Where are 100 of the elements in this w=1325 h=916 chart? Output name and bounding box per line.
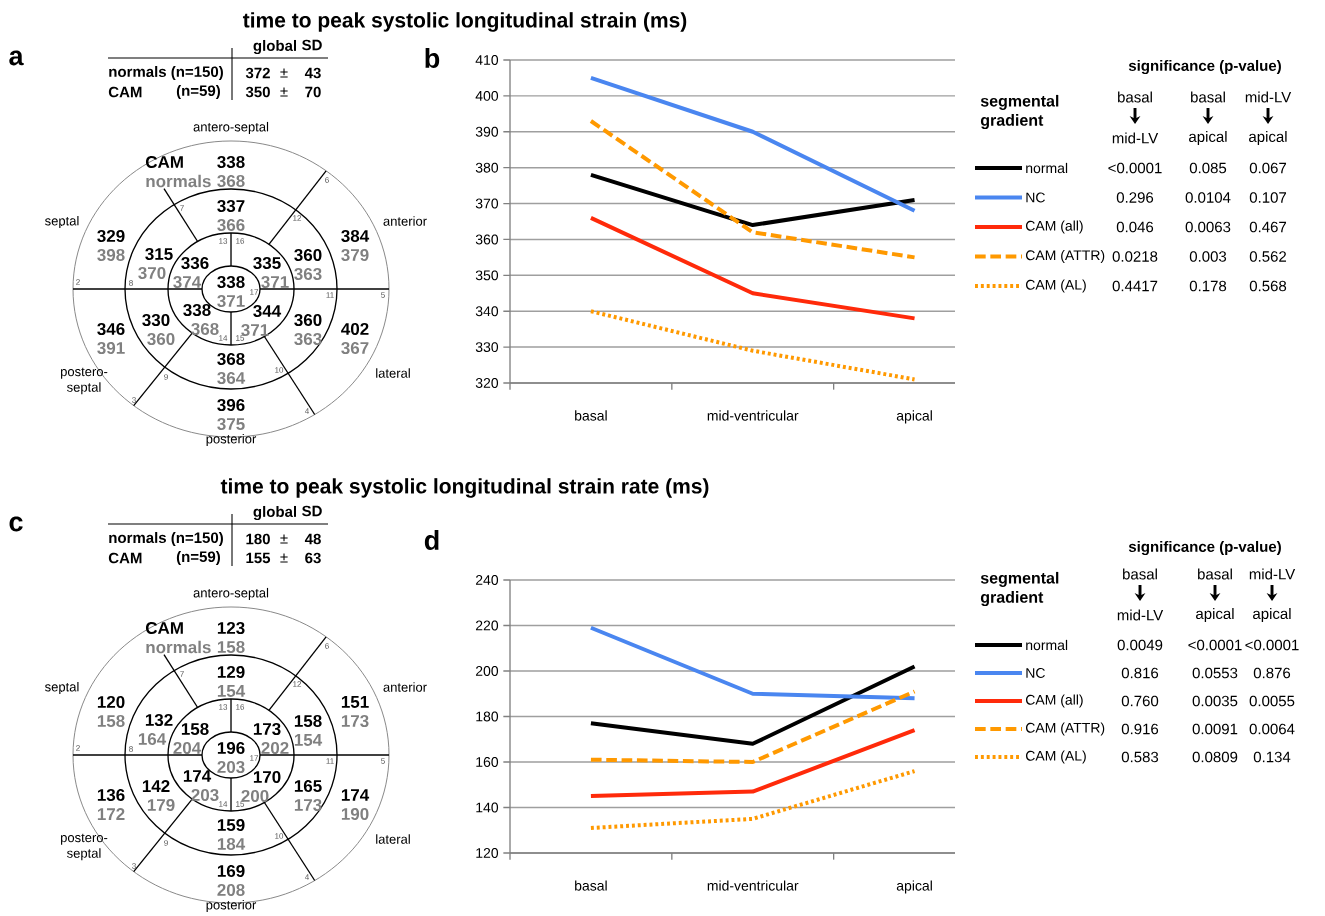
y-tick-label: 330	[475, 342, 499, 353]
text: <0.0001	[1245, 639, 1299, 651]
text: anterior	[383, 682, 427, 692]
text: 203	[191, 788, 219, 802]
text: ±	[280, 68, 288, 78]
text: 2	[76, 279, 80, 285]
text: 13	[219, 704, 228, 710]
text: 155	[246, 552, 271, 564]
text: 159	[217, 818, 245, 832]
text: antero-septal	[193, 587, 269, 601]
text: 315	[145, 247, 173, 261]
text: 129	[217, 665, 245, 679]
text: 173	[341, 714, 369, 728]
text: 0.046	[1116, 221, 1154, 233]
y-tick-label: 200	[475, 666, 499, 676]
y-tick-label: 120	[476, 848, 499, 858]
text: anterior	[383, 216, 427, 226]
text: normals (n=150)	[109, 66, 223, 80]
text: 338	[183, 303, 211, 317]
text: CAM	[108, 552, 142, 564]
text: 11	[326, 292, 334, 298]
text: time to peak systolic longitudinal strain (ms)	[242, 12, 687, 32]
text: 3	[132, 397, 136, 403]
text: 0.0553	[1192, 667, 1238, 679]
text: 17	[250, 289, 259, 295]
text: 372	[245, 67, 270, 79]
text: 184	[217, 837, 246, 851]
y-tick-label: 360	[475, 234, 499, 245]
text: 173	[294, 798, 322, 812]
text: 350	[245, 86, 270, 98]
text: 8	[129, 746, 133, 752]
text: 158	[294, 714, 322, 728]
text: 360	[294, 248, 322, 262]
text: 363	[294, 332, 322, 346]
text: 0.296	[1116, 192, 1154, 203]
y-tick-label: 240	[475, 575, 499, 585]
text: basal	[1198, 568, 1232, 580]
text: postero-septal	[61, 367, 108, 395]
text: CAM	[108, 86, 142, 98]
text: d	[424, 530, 439, 550]
text: <0.0001	[1108, 162, 1162, 174]
x-tick-label: basal	[575, 410, 607, 421]
legend-label: CAM (AL)	[1025, 279, 1086, 293]
text: 174	[183, 770, 212, 782]
text: 375	[217, 417, 245, 431]
text: significance (p-value)	[1128, 540, 1281, 556]
text: 158	[217, 640, 245, 654]
text: 70	[305, 86, 321, 98]
text: apical	[1189, 131, 1227, 145]
text: 398	[97, 248, 125, 262]
text: 10	[275, 833, 284, 839]
text: CAM	[145, 155, 183, 169]
text: 132	[145, 713, 173, 727]
text: 12	[293, 681, 302, 687]
x-tick-label: basal	[575, 880, 607, 891]
y-tick-label: 180	[476, 711, 499, 722]
text: 154	[217, 685, 246, 697]
text: 200	[241, 789, 269, 803]
text: normals	[146, 640, 211, 654]
text: CAM	[145, 621, 183, 635]
text: 364	[217, 371, 246, 385]
text: 172	[97, 808, 125, 820]
text: apical	[1196, 608, 1234, 622]
text: 374	[173, 275, 202, 289]
text: 360	[294, 313, 322, 327]
legend-label: CAM (all)	[1025, 694, 1083, 708]
text: 154	[294, 734, 323, 746]
legend-label: CAM (AL)	[1025, 750, 1086, 764]
text: SD	[302, 39, 322, 51]
text: 203	[217, 760, 245, 774]
text: 9	[164, 840, 168, 846]
text: 120	[97, 695, 125, 709]
text: ±	[280, 87, 288, 97]
text: 0.0035	[1192, 695, 1238, 707]
text: 10	[275, 367, 284, 373]
text: mid-LV	[1112, 132, 1159, 144]
y-tick-label: 350	[475, 270, 499, 281]
text: global	[253, 39, 297, 55]
text: a	[9, 50, 24, 66]
text: posterior	[206, 899, 257, 913]
text: 367	[341, 341, 369, 355]
text: 123	[217, 621, 245, 635]
text: 336	[181, 256, 209, 270]
text: 2	[76, 745, 80, 751]
text: 12	[293, 215, 302, 221]
text: 384	[341, 229, 370, 243]
x-tick-label: mid-ventricular	[707, 410, 799, 421]
y-tick-label: 410	[475, 55, 499, 65]
x-tick-label: apical	[896, 410, 932, 424]
text: 360	[147, 332, 175, 346]
text: 48	[304, 533, 321, 545]
text: 3	[132, 863, 136, 869]
legend-label: NC	[1026, 668, 1045, 678]
legend-label: NC	[1026, 192, 1045, 203]
text: 6	[325, 643, 329, 649]
text: 16	[236, 704, 245, 710]
text: normals	[146, 174, 211, 188]
text: segmental gradient	[980, 571, 1059, 607]
text: 371	[241, 323, 269, 337]
text: mid-LV	[1249, 568, 1296, 580]
